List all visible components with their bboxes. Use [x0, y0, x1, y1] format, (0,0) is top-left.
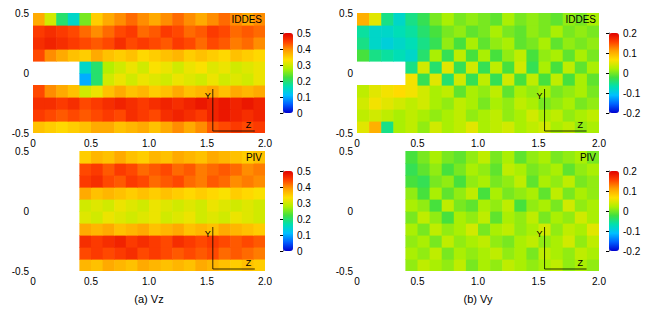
- svg-text:0: 0: [347, 68, 353, 79]
- svg-text:0.5: 0.5: [339, 8, 353, 19]
- svg-text:0: 0: [30, 138, 36, 149]
- svg-text:0.1: 0.1: [623, 186, 637, 197]
- svg-text:Y: Y: [205, 91, 211, 101]
- svg-text:0.1: 0.1: [297, 230, 311, 241]
- svg-text:0: 0: [623, 206, 629, 217]
- svg-text:0.4: 0.4: [297, 44, 311, 55]
- svg-text:0.5: 0.5: [297, 166, 311, 177]
- svg-text:1.5: 1.5: [200, 276, 214, 287]
- svg-text:0: 0: [30, 276, 36, 287]
- svg-text:0.5: 0.5: [15, 146, 29, 157]
- svg-text:1.0: 1.0: [142, 276, 156, 287]
- svg-text:-0.5: -0.5: [336, 128, 354, 139]
- svg-text:0.4: 0.4: [297, 182, 311, 193]
- svg-text:0.5: 0.5: [411, 138, 425, 149]
- svg-text:(b) Vy: (b) Vy: [464, 293, 493, 305]
- svg-text:0: 0: [297, 108, 303, 119]
- svg-text:2.0: 2.0: [592, 138, 606, 149]
- svg-text:-0.2: -0.2: [623, 246, 641, 257]
- svg-text:IDDES: IDDES: [231, 14, 262, 25]
- svg-text:0.1: 0.1: [623, 48, 637, 59]
- svg-text:2.0: 2.0: [258, 276, 272, 287]
- svg-text:Z: Z: [246, 120, 252, 130]
- svg-text:0.3: 0.3: [297, 60, 311, 71]
- svg-text:0: 0: [347, 206, 353, 217]
- svg-text:1.5: 1.5: [200, 138, 214, 149]
- svg-text:Y: Y: [537, 229, 543, 239]
- svg-text:-0.1: -0.1: [623, 88, 641, 99]
- svg-text:0.5: 0.5: [339, 146, 353, 157]
- svg-text:0: 0: [354, 138, 360, 149]
- svg-text:2.0: 2.0: [592, 276, 606, 287]
- svg-text:0.5: 0.5: [297, 28, 311, 39]
- svg-text:0.2: 0.2: [297, 214, 311, 225]
- svg-text:1.5: 1.5: [532, 276, 546, 287]
- svg-text:2.0: 2.0: [258, 138, 272, 149]
- svg-text:0.1: 0.1: [297, 92, 311, 103]
- svg-text:0: 0: [23, 68, 29, 79]
- svg-text:0: 0: [23, 206, 29, 217]
- svg-text:1.5: 1.5: [532, 138, 546, 149]
- svg-text:0.5: 0.5: [15, 8, 29, 19]
- svg-text:PIV: PIV: [246, 152, 262, 163]
- svg-text:-0.2: -0.2: [623, 108, 641, 119]
- svg-text:0: 0: [297, 246, 303, 257]
- svg-text:Y: Y: [205, 229, 211, 239]
- svg-text:Z: Z: [578, 258, 584, 268]
- svg-text:0.5: 0.5: [84, 276, 98, 287]
- svg-text:-0.5: -0.5: [12, 266, 30, 277]
- svg-text:-0.5: -0.5: [336, 266, 354, 277]
- svg-text:PIV: PIV: [580, 152, 596, 163]
- svg-text:Z: Z: [578, 120, 584, 130]
- svg-text:0.3: 0.3: [297, 198, 311, 209]
- svg-text:0.5: 0.5: [84, 138, 98, 149]
- svg-text:-0.5: -0.5: [12, 128, 30, 139]
- svg-text:Z: Z: [246, 258, 252, 268]
- svg-text:Y: Y: [537, 91, 543, 101]
- svg-text:1.0: 1.0: [142, 138, 156, 149]
- svg-text:0.2: 0.2: [297, 76, 311, 87]
- svg-text:IDDES: IDDES: [565, 14, 596, 25]
- svg-text:0.2: 0.2: [623, 28, 637, 39]
- svg-text:0.5: 0.5: [411, 276, 425, 287]
- svg-text:0: 0: [354, 276, 360, 287]
- svg-text:1.0: 1.0: [471, 276, 485, 287]
- svg-text:0: 0: [623, 68, 629, 79]
- svg-text:-0.1: -0.1: [623, 226, 641, 237]
- svg-text:0.2: 0.2: [623, 166, 637, 177]
- svg-text:1.0: 1.0: [471, 138, 485, 149]
- svg-text:(a) Vz: (a) Vz: [134, 293, 163, 305]
